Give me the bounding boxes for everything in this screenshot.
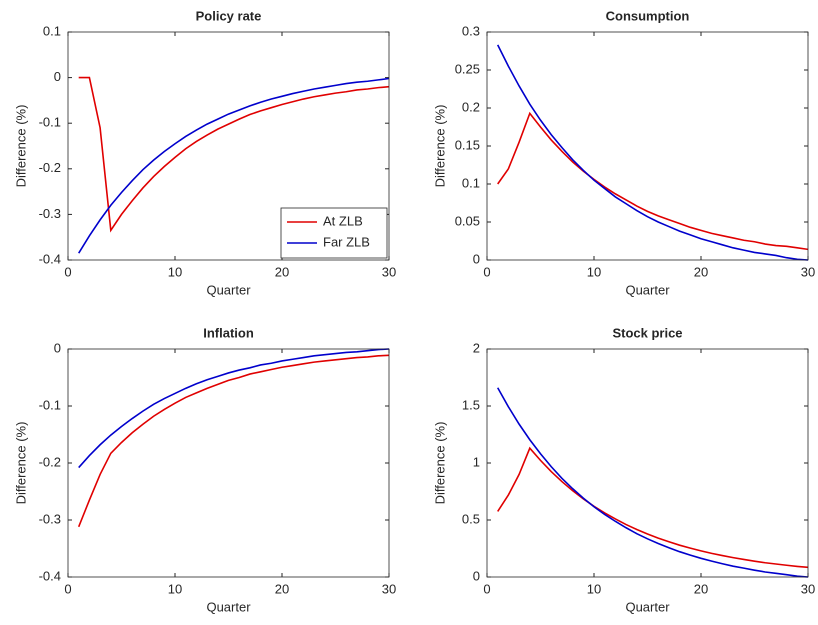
y-tick-label: 0.1 <box>462 175 480 190</box>
y-tick-label: -0.3 <box>39 206 61 221</box>
series-line <box>78 77 390 254</box>
chart-title: Inflation <box>203 325 254 340</box>
y-tick-label: 0.15 <box>455 137 480 152</box>
y-tick-label: -0.1 <box>39 115 61 130</box>
axes-box <box>486 31 809 261</box>
x-tick-label: 20 <box>275 581 289 596</box>
x-tick-label: 20 <box>694 264 708 279</box>
chart-title: Consumption <box>606 8 690 23</box>
axes-box <box>486 348 809 578</box>
y-tick-label: 1.5 <box>462 397 480 412</box>
y-tick-label: -0.2 <box>39 160 61 175</box>
legend-box <box>280 207 388 259</box>
y-tick-label: 0 <box>473 568 480 583</box>
series-line <box>77 354 390 528</box>
y-tick-label: -0.2 <box>39 454 61 469</box>
y-tick-label: 0.25 <box>455 61 480 76</box>
y-tick-label: 0.5 <box>462 511 480 526</box>
x-axis-label: Quarter <box>625 282 670 297</box>
legend-label: At ZLB <box>323 213 363 228</box>
x-tick-label: 0 <box>64 581 71 596</box>
x-tick-label: 10 <box>168 264 182 279</box>
x-tick-label: 20 <box>694 581 708 596</box>
y-tick-label: 0.1 <box>43 23 61 38</box>
chart-title: Stock price <box>612 325 682 340</box>
y-axis-label: Difference (%) <box>432 422 447 505</box>
x-tick-label: 30 <box>382 581 396 596</box>
x-tick-label: 10 <box>587 264 601 279</box>
series-line <box>497 446 809 569</box>
series-line <box>497 111 809 251</box>
x-axis-label: Quarter <box>206 282 251 297</box>
y-tick-label: -0.4 <box>39 251 61 266</box>
x-axis-label: Quarter <box>625 599 670 614</box>
series-line <box>497 387 809 578</box>
series-line <box>78 76 390 233</box>
axes-box <box>67 348 390 578</box>
legend-label: Far ZLB <box>323 234 370 249</box>
y-tick-label: 0 <box>54 340 61 355</box>
x-tick-label: 30 <box>801 264 815 279</box>
x-tick-label: 20 <box>275 264 289 279</box>
y-axis-label: Difference (%) <box>13 105 28 188</box>
x-tick-label: 30 <box>382 264 396 279</box>
y-tick-label: 0 <box>54 69 61 84</box>
y-tick-label: 1 <box>473 454 480 469</box>
x-tick-label: 10 <box>587 581 601 596</box>
y-tick-label: 2 <box>473 340 480 355</box>
y-tick-label: -0.1 <box>39 397 61 412</box>
series-line <box>78 348 390 469</box>
x-tick-label: 30 <box>801 581 815 596</box>
x-tick-label: 0 <box>64 264 71 279</box>
x-tick-label: 0 <box>483 264 490 279</box>
plot-area <box>68 349 389 577</box>
y-tick-label: 0 <box>473 251 480 266</box>
y-tick-label: 0.2 <box>462 99 480 114</box>
x-tick-label: 10 <box>168 581 182 596</box>
series-line <box>496 44 809 261</box>
y-tick-label: 0.3 <box>462 23 480 38</box>
y-tick-label: -0.4 <box>39 568 61 583</box>
plot-area <box>487 32 808 260</box>
x-axis-label: Quarter <box>206 599 251 614</box>
y-tick-label: -0.3 <box>39 511 61 526</box>
y-tick-label: 0.05 <box>455 213 480 228</box>
x-tick-label: 0 <box>483 581 490 596</box>
plot-area <box>487 349 808 577</box>
axes-box <box>67 31 390 261</box>
chart-title: Policy rate <box>196 8 262 23</box>
y-axis-label: Difference (%) <box>13 422 28 505</box>
y-axis-label: Difference (%) <box>432 105 447 188</box>
